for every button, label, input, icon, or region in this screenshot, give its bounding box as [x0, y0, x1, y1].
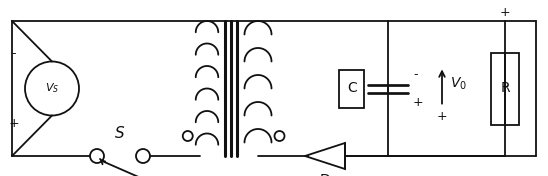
- Text: S: S: [115, 127, 125, 142]
- Text: +: +: [437, 110, 447, 123]
- Text: -: -: [12, 47, 16, 60]
- Bar: [339, 70, 364, 108]
- Text: R: R: [500, 81, 510, 96]
- Text: C: C: [347, 81, 357, 96]
- Text: -: -: [413, 68, 418, 81]
- Text: +: +: [9, 117, 19, 130]
- Text: $V_S$: $V_S$: [45, 82, 59, 95]
- Text: +: +: [413, 96, 424, 108]
- Text: +: +: [500, 7, 510, 20]
- Bar: [491, 52, 519, 124]
- Text: D: D: [319, 173, 330, 176]
- Text: $V_0$: $V_0$: [449, 75, 466, 92]
